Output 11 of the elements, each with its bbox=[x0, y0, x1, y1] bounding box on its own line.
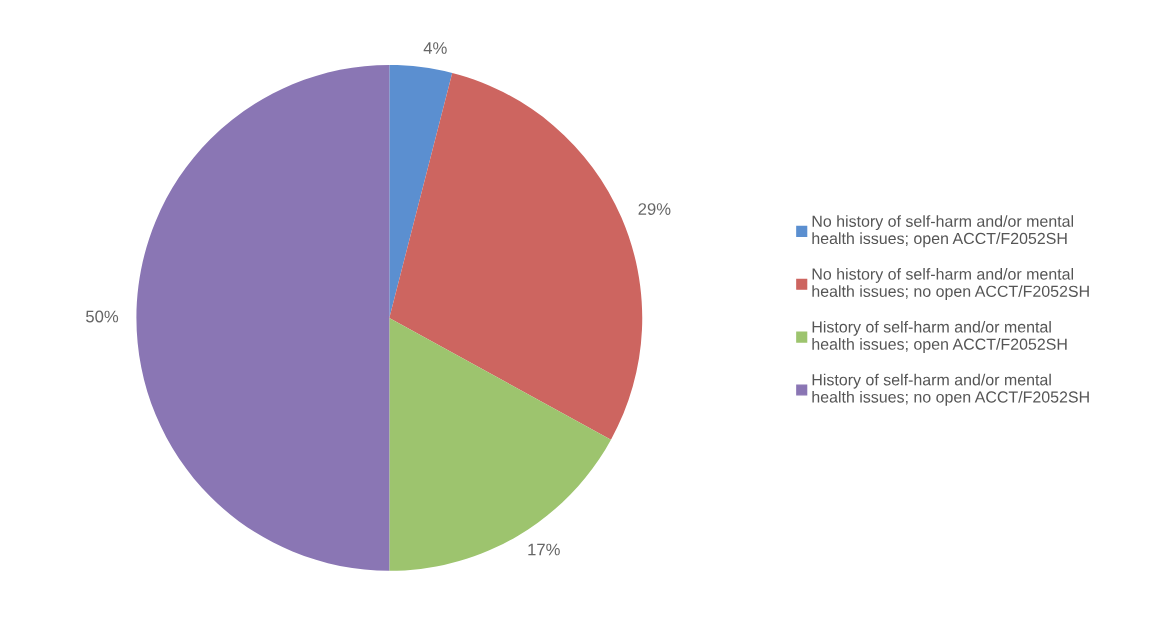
data-label: 29% bbox=[638, 203, 671, 215]
data-label: 4% bbox=[423, 42, 447, 54]
legend-label: No history of self-harm and/or mental health issues; no open ACCT/F2052SH bbox=[812, 268, 1089, 301]
pie-slice bbox=[136, 65, 390, 571]
legend-label: No history of self-harm and/or mental health issues; open ACCT/F2052SH bbox=[812, 215, 1074, 248]
legend-label: History of self-harm and/or mental health issues; open ACCT/F2052SH bbox=[812, 320, 1067, 353]
pie-slice bbox=[389, 317, 611, 571]
legend-label: History of self-harm and/or mental health issues; no open ACCT/F2052SH bbox=[812, 373, 1089, 406]
pie-slice bbox=[389, 65, 453, 318]
data-label: 50% bbox=[86, 310, 119, 323]
data-label: 17% bbox=[528, 543, 560, 556]
